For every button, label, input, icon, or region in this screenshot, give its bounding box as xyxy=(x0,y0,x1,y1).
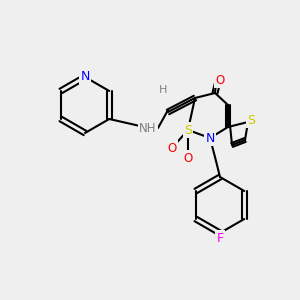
Text: O: O xyxy=(183,152,193,164)
Text: NH: NH xyxy=(139,122,157,134)
Text: N: N xyxy=(205,131,215,145)
Text: F: F xyxy=(216,232,224,244)
Text: S: S xyxy=(184,124,192,136)
Text: N: N xyxy=(80,70,90,83)
Text: O: O xyxy=(215,74,225,86)
Text: O: O xyxy=(167,142,177,154)
Text: H: H xyxy=(159,85,167,95)
Text: S: S xyxy=(247,113,255,127)
